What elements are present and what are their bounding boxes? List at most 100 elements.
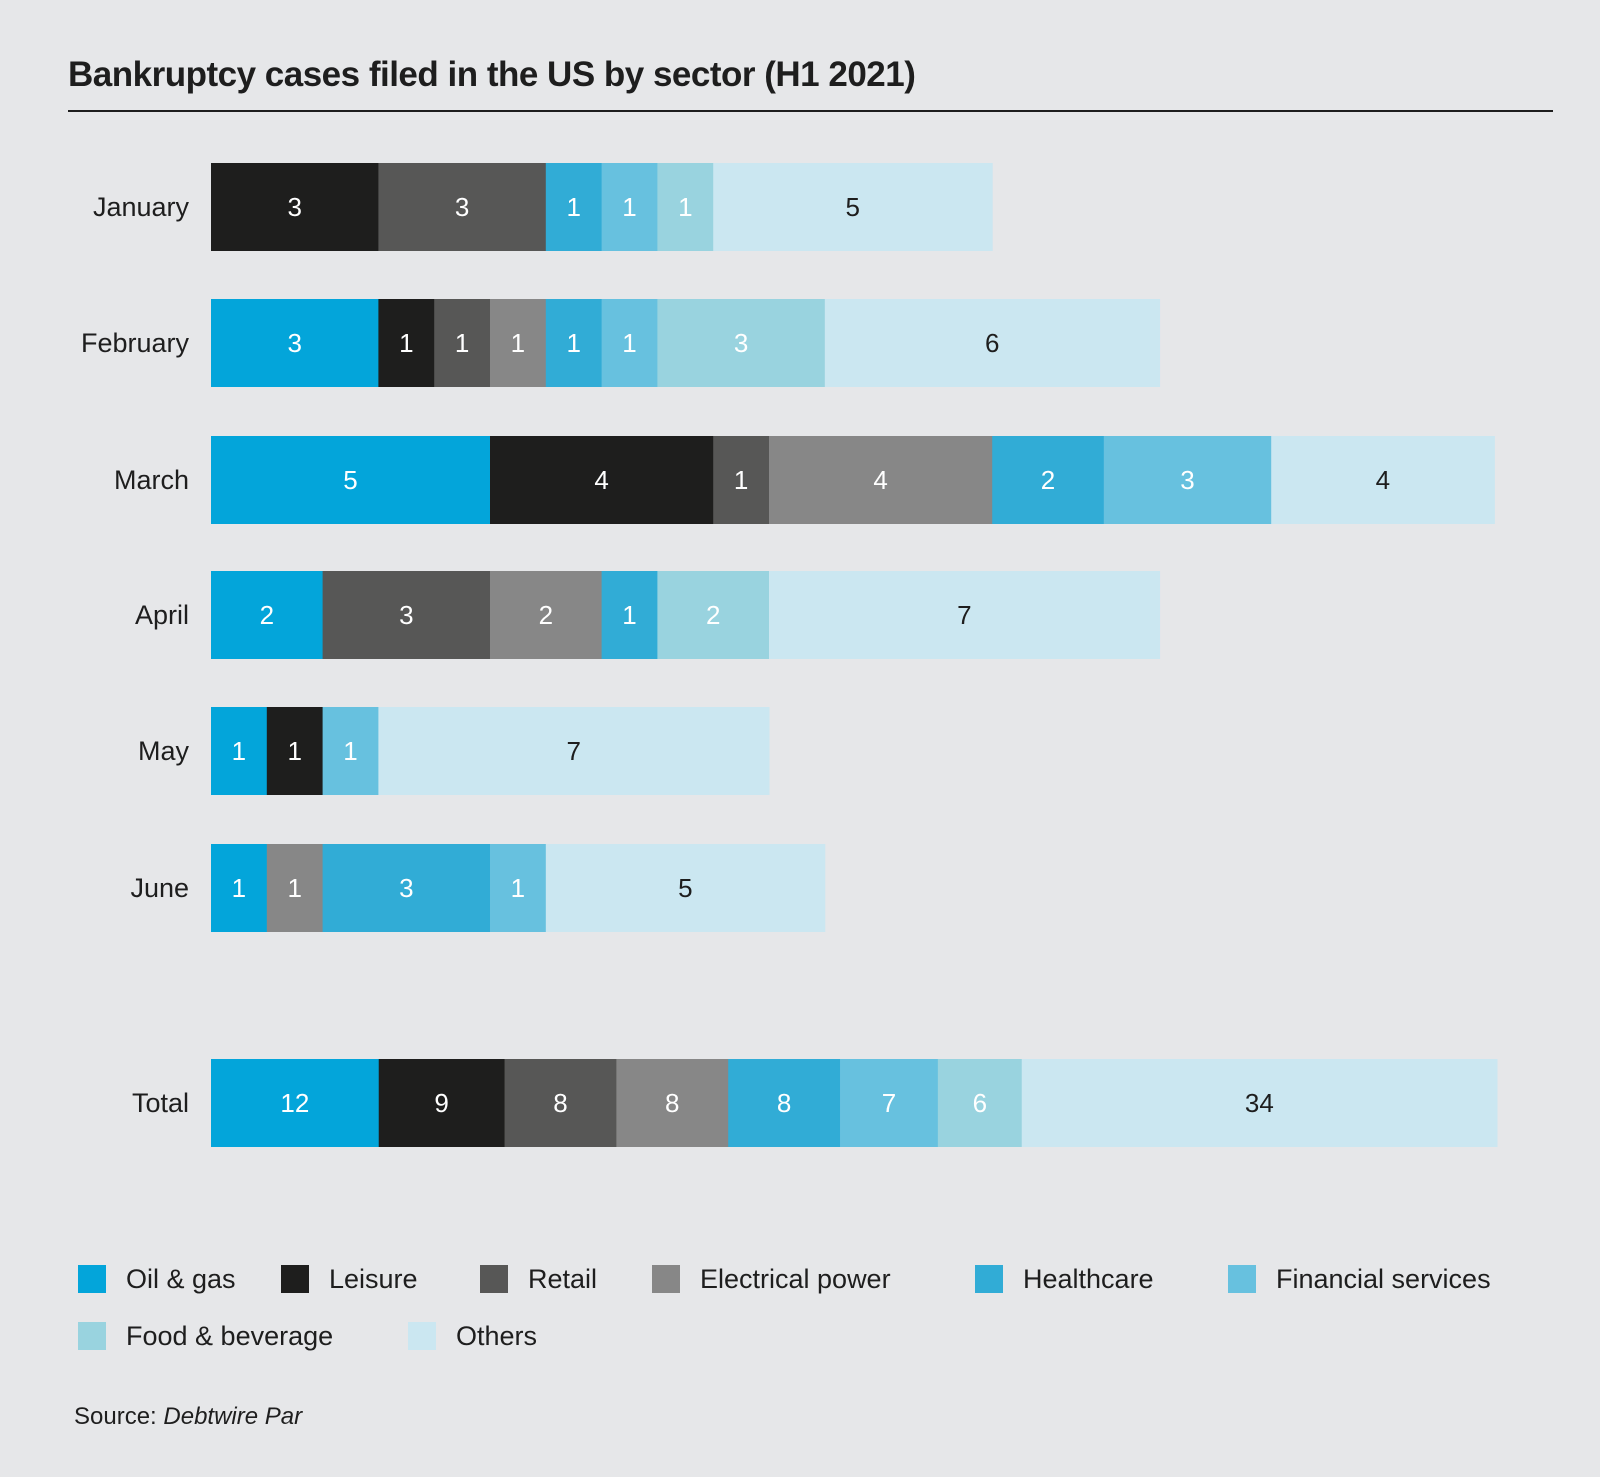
bar-segment-financial-services bbox=[490, 844, 547, 932]
bar-segment-healthcare bbox=[992, 436, 1105, 524]
legend-label: Others bbox=[456, 1321, 537, 1351]
bar-segment-others bbox=[769, 571, 1161, 659]
data-label: 1 bbox=[734, 465, 748, 495]
legend-label: Food & beverage bbox=[126, 1321, 333, 1351]
bar-segment-others bbox=[824, 299, 1161, 387]
legend-swatch bbox=[281, 1265, 309, 1293]
data-label: 7 bbox=[882, 1088, 896, 1118]
data-label: 2 bbox=[539, 600, 553, 630]
legend-label: Leisure bbox=[329, 1264, 418, 1294]
data-label: 1 bbox=[622, 328, 636, 358]
legend-label: Electrical power bbox=[700, 1264, 891, 1294]
legend-swatch bbox=[408, 1322, 436, 1350]
bar-segment-leisure bbox=[211, 163, 379, 251]
category-label: April bbox=[135, 600, 189, 630]
legend-swatch bbox=[652, 1265, 680, 1293]
data-label: 1 bbox=[566, 328, 580, 358]
source-label: Source: bbox=[74, 1403, 157, 1430]
bar-segment-others bbox=[1021, 1059, 1498, 1147]
bar-segment-food-beverage bbox=[937, 1059, 1023, 1147]
chart-title: Bankruptcy cases filed in the US by sect… bbox=[68, 55, 916, 94]
data-label: 12 bbox=[280, 1088, 309, 1118]
data-label: 5 bbox=[678, 873, 692, 903]
bar-segment-financial-services bbox=[601, 163, 658, 251]
bar-segment-oil-gas bbox=[211, 436, 491, 524]
source-name: Debtwire Par bbox=[163, 1403, 303, 1430]
source-note: Source: Debtwire Par bbox=[74, 1403, 302, 1431]
data-label: 8 bbox=[553, 1088, 567, 1118]
legend-label: Oil & gas bbox=[126, 1264, 236, 1294]
legend-label: Retail bbox=[528, 1264, 597, 1294]
data-label: 4 bbox=[1376, 465, 1390, 495]
data-label: 9 bbox=[434, 1088, 448, 1118]
bar-segment-retail bbox=[434, 299, 491, 387]
data-label: 3 bbox=[455, 192, 469, 222]
category-label: February bbox=[81, 328, 190, 358]
bar-segment-oil-gas bbox=[211, 571, 324, 659]
bar-segment-leisure bbox=[266, 707, 324, 795]
bar-segment-food-beverage bbox=[657, 163, 714, 251]
bar-segment-leisure bbox=[378, 1059, 506, 1147]
legend-swatch bbox=[78, 1322, 106, 1350]
data-label: 1 bbox=[232, 736, 246, 766]
total-label: Total bbox=[132, 1088, 189, 1118]
data-label: 8 bbox=[665, 1088, 679, 1118]
data-label: 1 bbox=[455, 328, 469, 358]
data-label: 3 bbox=[734, 328, 748, 358]
data-label: 1 bbox=[622, 192, 636, 222]
legend-label: Healthcare bbox=[1023, 1264, 1154, 1294]
data-label: 2 bbox=[260, 600, 274, 630]
data-label: 3 bbox=[287, 192, 301, 222]
data-label: 5 bbox=[343, 465, 357, 495]
bar-segment-healthcare bbox=[322, 844, 491, 932]
category-label: March bbox=[114, 465, 189, 495]
bar-segment-healthcare bbox=[728, 1059, 841, 1147]
bar-segment-financial-services bbox=[322, 707, 379, 795]
data-label: 3 bbox=[399, 600, 413, 630]
bar-segment-healthcare bbox=[601, 571, 658, 659]
data-label: 4 bbox=[594, 465, 608, 495]
legend-swatch bbox=[975, 1265, 1003, 1293]
bar-segment-leisure bbox=[378, 299, 435, 387]
data-label: 1 bbox=[287, 736, 301, 766]
bar-segment-financial-services bbox=[1103, 436, 1272, 524]
category-label: June bbox=[130, 873, 189, 903]
data-label: 6 bbox=[985, 328, 999, 358]
data-label: 1 bbox=[566, 192, 580, 222]
data-label: 1 bbox=[511, 873, 525, 903]
data-label: 2 bbox=[706, 600, 720, 630]
bar-segment-food-beverage bbox=[657, 571, 770, 659]
bar-segment-electrical-power bbox=[490, 571, 603, 659]
bar-segment-leisure bbox=[490, 436, 714, 524]
data-label: 8 bbox=[777, 1088, 791, 1118]
data-label: 3 bbox=[1180, 465, 1194, 495]
data-label: 1 bbox=[622, 600, 636, 630]
legend-swatch bbox=[78, 1265, 106, 1293]
bar-segment-financial-services bbox=[601, 299, 658, 387]
bar-segment-retail bbox=[504, 1059, 617, 1147]
legend-swatch bbox=[1228, 1265, 1256, 1293]
bar-segment-oil-gas bbox=[211, 707, 268, 795]
bar-segment-others bbox=[378, 707, 770, 795]
bar-segment-oil-gas bbox=[211, 299, 379, 387]
bar-segment-others bbox=[1271, 436, 1495, 524]
data-label: 1 bbox=[232, 873, 246, 903]
bar-segment-healthcare bbox=[545, 299, 603, 387]
data-label: 6 bbox=[973, 1088, 987, 1118]
bar-segment-electrical-power bbox=[490, 299, 547, 387]
bar-segment-retail bbox=[322, 571, 491, 659]
legend-swatch bbox=[480, 1265, 508, 1293]
bar-segment-retail bbox=[378, 163, 547, 251]
data-label: 2 bbox=[1041, 465, 1055, 495]
title-divider bbox=[68, 110, 1553, 112]
bar-segment-others bbox=[713, 163, 993, 251]
bar-segment-oil-gas bbox=[211, 1059, 380, 1147]
data-label: 3 bbox=[287, 328, 301, 358]
data-label: 1 bbox=[511, 328, 525, 358]
bar-segment-electrical-power bbox=[266, 844, 324, 932]
category-label: January bbox=[93, 192, 190, 222]
data-label: 7 bbox=[957, 600, 971, 630]
bar-segment-oil-gas bbox=[211, 844, 268, 932]
data-label: 1 bbox=[399, 328, 413, 358]
